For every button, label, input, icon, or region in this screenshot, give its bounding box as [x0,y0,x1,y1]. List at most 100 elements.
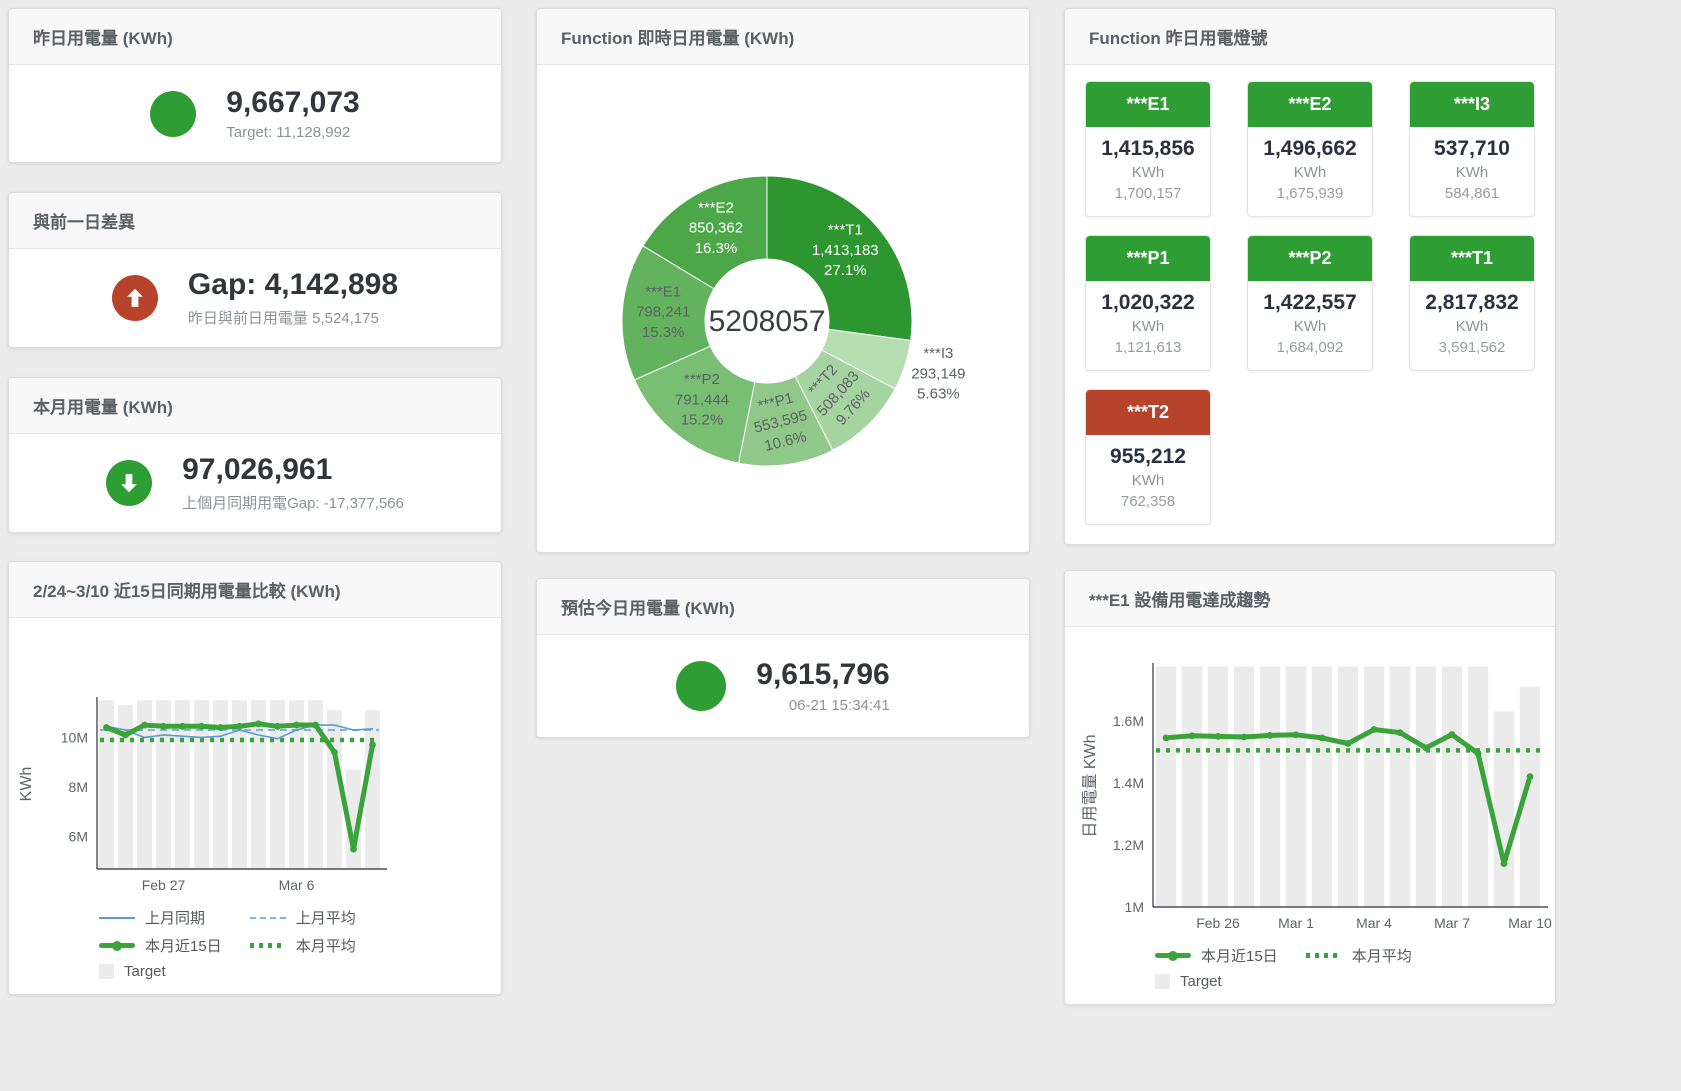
stat-subtext: 昨日與前日用電量 5,524,175 [187,309,379,327]
donut-slice-label: ***E1 798,241 15.3% [636,283,690,341]
legend-item[interactable]: 本月平均 [249,935,356,956]
panel-month-usage: 本月用電量 (KWh) 97,026,961 上個月同期用電Gap: -17,3… [8,377,502,533]
stat: 9,615,796 06-21 15:34:41 [676,658,890,714]
donut-slice-label: ***P2 791,444 15.2% [675,371,729,429]
target-bar [99,700,114,869]
target-bar [1207,666,1229,907]
legend-item[interactable]: Target [99,963,222,980]
legend-item[interactable]: 本月近15日 [1155,945,1278,966]
legend-item[interactable]: 本月近15日 [99,935,222,956]
light-tile-unit: KWh [1455,318,1489,335]
legend-marker [1155,950,1191,961]
target-bar [308,700,323,869]
svg-text:Feb 27: Feb 27 [142,877,186,893]
panel-realtime-donut: Function 即時日用電量 (KWh) ***T1 1,413,183 27.1… [536,8,1030,553]
svg-text:Mar 1: Mar 1 [1278,915,1314,931]
stat-subtext: Target: 11,128,992 [226,124,351,142]
light-tile-name: ***E2 [1248,82,1372,127]
target-bar [1519,686,1541,907]
target-bar [156,700,171,869]
light-tile-name: ***T1 [1410,236,1534,281]
svg-text:10M: 10M [61,729,88,745]
light-tile-value: 1,020,322 [1101,291,1195,314]
light-tile-target: 1,121,613 [1114,339,1182,356]
target-bar [289,700,304,869]
light-tile-target: 1,684,092 [1276,339,1344,356]
target-bar [1363,666,1385,907]
light-tile-unit: KWh [1293,164,1327,181]
donut-slice-label: ***I3 293,149 5.63% [911,345,965,403]
left-column: 昨日用電量 (KWh) 9,667,073 Target: 11,128,992… [8,8,502,1005]
light-tile-unit: KWh [1131,164,1165,181]
panel-title: 本月用電量 (KWh) [9,378,501,434]
target-bar [1285,666,1307,907]
target-bar [1233,666,1255,907]
right-column: Function 昨日用電燈號 ***E1 1,415,856 KWh 1,70… [1064,8,1556,1005]
e1-trend-chart-canvas: 1M 1.2M 1.4M 1.6M 日用電量 KWh Feb 26 Mar 1 Mar 4 Ma… [1082,663,1552,931]
light-tile: ***E1 1,415,856 KWh 1,700,157 [1085,81,1211,217]
target-bar [1467,666,1489,907]
panel-lights: Function 昨日用電燈號 ***E1 1,415,856 KWh 1,70… [1064,8,1556,545]
panel-compare-chart: 2/24~3/10 近15日同期用電量比較 (KWh) 6M 8M 10M KWh Fe… [8,561,502,995]
legend-marker [1155,974,1170,989]
panel-title: 與前一日差異 [9,193,501,249]
stat-timestamp: 06-21 15:34:41 [788,696,890,714]
light-tile-unit: KWh [1455,164,1489,181]
panel-day-gap: 與前一日差異 Gap: 4,142,898 昨日與前日用電量 5,524,175 [8,192,502,348]
legend-marker [99,964,114,979]
light-tile: ***P1 1,020,322 KWh 1,121,613 [1085,235,1211,371]
light-tile: ***E2 1,496,662 KWh 1,675,939 [1247,81,1373,217]
panel-title: Function 即時日用電量 (KWh) [537,9,1029,65]
target-bar [1259,666,1281,907]
light-tile: ***T2 955,212 KWh 762,358 [1085,389,1211,525]
donut-slice-6[interactable] [642,174,768,290]
svg-text:Mar 4: Mar 4 [1356,915,1392,931]
lights-grid: ***E1 1,415,856 KWh 1,700,157 ***E2 1,49… [1065,65,1555,544]
target-bar [137,700,152,869]
stat: 9,667,073 Target: 11,128,992 [150,86,360,142]
target-bar [194,700,209,869]
donut-chart-canvas: ***T1 1,413,183 27.1%***I3 293,149 5.63%***T… [621,174,965,466]
legend-marker [99,940,135,951]
donut-slice-label: ***E2 850,362 16.3% [689,199,743,257]
light-tile: ***T1 2,817,832 KWh 3,591,562 [1409,235,1535,371]
stat-subtext: 上個月同期用電Gap: -17,377,566 [182,494,404,512]
legend-item[interactable]: 上月平均 [249,907,356,928]
compare-chart-canvas: 6M 8M 10M KWh Feb 27 Mar 6 [18,697,387,893]
target-bar [251,700,266,869]
panel-yesterday-usage: 昨日用電量 (KWh) 9,667,073 Target: 11,128,992 [8,8,502,163]
svg-text:1.4M: 1.4M [1113,775,1144,791]
light-tile-value: 537,710 [1434,137,1510,160]
target-bar [1441,666,1463,907]
light-tile-name: ***T2 [1086,390,1210,435]
target-bar [1389,666,1411,907]
target-bar [1311,666,1333,907]
legend-item[interactable]: Target [1155,973,1278,990]
target-bar [1155,666,1177,907]
panel-e1-trend: ***E1 設備用電達成趨勢 1M 1.2M 1.4M 1.6M 日用電量 KWh Feb… [1064,570,1556,1005]
light-tile-value: 1,422,557 [1263,291,1357,314]
target-bar [346,769,361,869]
light-tile-unit: KWh [1131,318,1165,335]
light-tile: ***P2 1,422,557 KWh 1,684,092 [1247,235,1373,371]
svg-text:8M: 8M [69,779,88,795]
target-bar [1493,711,1515,907]
svg-text:Feb 26: Feb 26 [1196,915,1240,931]
svg-text:KWh: KWh [18,767,35,802]
target-bar [270,700,285,869]
light-tile-target: 1,675,939 [1276,185,1344,202]
legend-item[interactable]: 本月平均 [1305,945,1412,966]
legend-item[interactable]: 上月同期 [99,907,222,928]
donut-slice-0[interactable] [766,174,913,341]
stat-value: 97,026,961 [182,453,333,487]
light-tile-name: ***P2 [1248,236,1372,281]
panel-title: 昨日用電量 (KWh) [9,9,501,65]
target-bar [232,700,247,869]
light-tile: ***I3 537,710 KWh 584,861 [1409,81,1535,217]
panel-title: Function 昨日用電燈號 [1065,9,1555,65]
donut-center-total: 5208057 [709,305,826,338]
light-tile-value: 2,817,832 [1425,291,1519,314]
light-tile-unit: KWh [1131,472,1165,489]
target-bar [213,700,228,869]
e1-trend-legend: 本月近15日 本月平均 Target [1155,945,1412,990]
